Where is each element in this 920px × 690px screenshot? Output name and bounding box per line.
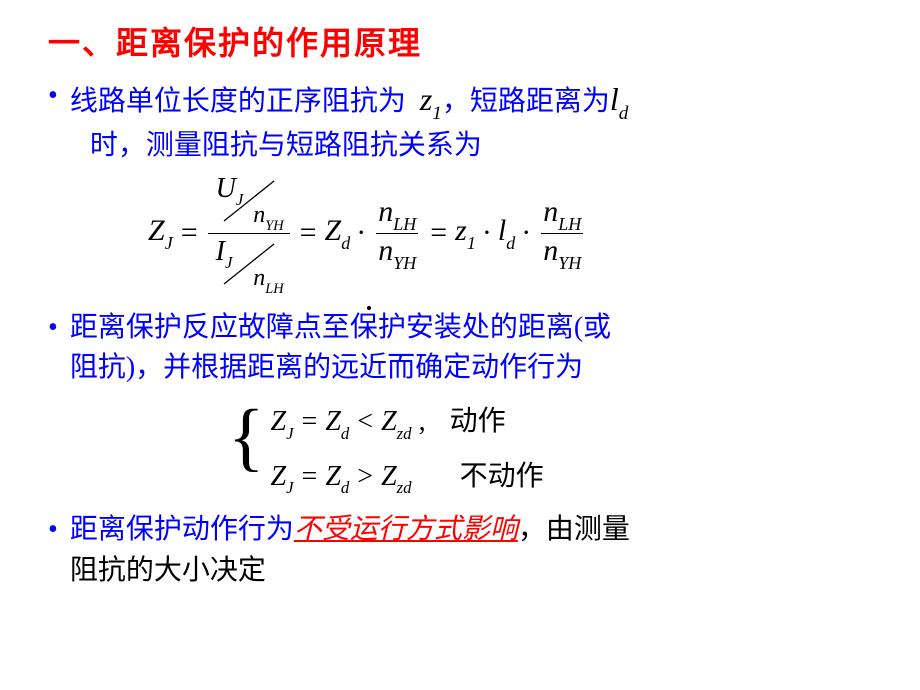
formula-2: { ZJ = Zd < Zzd , 动作 ZJ = Zd > Zzd	[228, 399, 890, 496]
var-ld: ld	[610, 81, 628, 117]
uj-over-nyh: UJ nYH	[214, 173, 284, 231]
no-action-label: 不动作	[460, 454, 544, 494]
ij-over-nlh: IJ nLH	[214, 236, 284, 294]
bullet-1: • 线路单位长度的正序阻抗为 z1，短路距离为ld 时，测量阻抗与短路阻抗关系为	[48, 76, 890, 167]
var-z1: z1	[420, 81, 442, 117]
bullet3-pre: 距离保护动作行为	[70, 514, 294, 545]
bullet-2: • 距离保护反应故障点至保护安装处的距离(或 阻抗)，并根据距离的远近而确定动作…	[48, 308, 890, 389]
bullet-dot-icon: •	[48, 308, 58, 349]
bullet1-mid: ，短路距离为	[442, 86, 610, 117]
bullet2-line2: 阻抗)，并根据距离的远近而确定动作行为	[70, 352, 583, 383]
bullet-dot-icon: •	[48, 76, 58, 117]
bullet3-post: ，由测量	[518, 514, 630, 545]
bullet1-prefix: 线路单位长度的正序阻抗为	[70, 86, 406, 117]
bullet-dot-icon: •	[48, 510, 58, 551]
bullet3-emphasis: 不受运行方式影响	[294, 514, 518, 545]
left-brace-icon: {	[228, 399, 264, 496]
bullet3-line2: 阻抗的大小决定	[70, 555, 266, 586]
marker-dot-icon	[367, 306, 371, 310]
action-label: 动作	[450, 399, 506, 439]
bullet-3: • 距离保护动作行为不受运行方式影响，由测量 阻抗的大小决定	[48, 510, 890, 591]
bullet1-line2: 时，测量阻抗与短路阻抗关系为	[90, 130, 482, 161]
slide-title: 一、距离保护的作用原理	[48, 18, 890, 64]
formula-1: ZJ = UJ nYH IJ nLH = Zd · nLH	[148, 173, 890, 294]
bullet2-line1: 距离保护反应故障点至保护安装处的距离(或	[70, 312, 611, 343]
